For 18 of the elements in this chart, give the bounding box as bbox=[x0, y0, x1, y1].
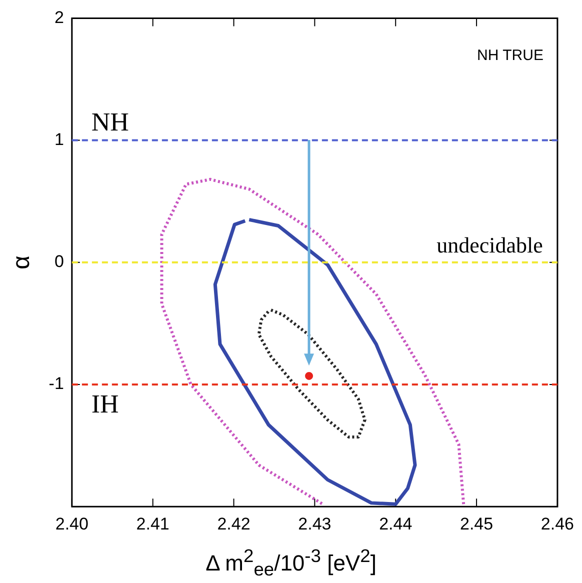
ref-line-label: IH bbox=[91, 390, 119, 418]
x-tick-label: 2.44 bbox=[379, 514, 412, 534]
x-tick-label: 2.42 bbox=[217, 514, 250, 534]
y-tick-label: 2 bbox=[54, 8, 64, 27]
x-tick-label: 2.41 bbox=[136, 514, 170, 534]
annotation: NH TRUE bbox=[477, 47, 544, 64]
y-tick-label: -1 bbox=[48, 374, 64, 394]
x-tick-label: 2.46 bbox=[540, 514, 574, 534]
x-tick-label: 2.40 bbox=[55, 514, 88, 534]
y-tick-label: 0 bbox=[54, 252, 64, 272]
line-series bbox=[257, 308, 366, 439]
x-axis-title: Δ m$^{2}$$_{ee}$/10$^{-3}$ [eV$^{2}$] bbox=[204, 545, 378, 581]
ref-line-label: undecidable bbox=[436, 232, 543, 258]
y-axis-title: α bbox=[8, 255, 36, 270]
x-tick-label: 2.45 bbox=[460, 514, 494, 534]
x-tick-label: 2.43 bbox=[298, 514, 332, 534]
ref-line-label: NH bbox=[91, 107, 130, 136]
y-tick-label: 1 bbox=[54, 130, 64, 149]
